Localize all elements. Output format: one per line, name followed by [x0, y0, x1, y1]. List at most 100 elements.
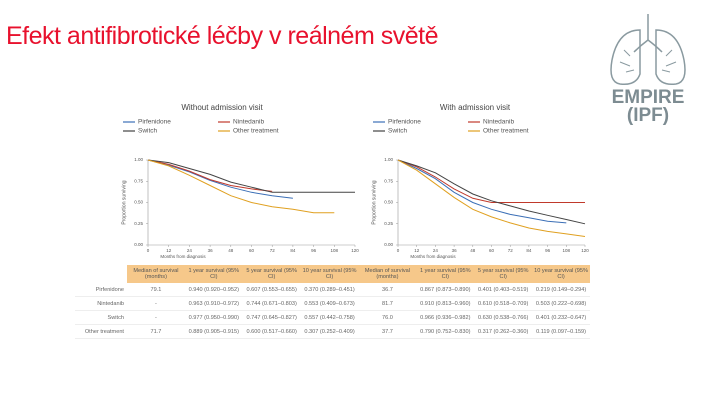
table-cell: 5 year survival (95% CI): [474, 265, 533, 283]
table-cell: 0.867 (0.873–0.890): [416, 283, 475, 297]
table-cell: 5 year survival (95% CI): [242, 265, 301, 283]
table-cell: 0.219 (0.149–0.294): [532, 283, 590, 297]
table-cell: 0.889 (0.905–0.915): [184, 324, 243, 339]
survival-line: [397, 159, 585, 203]
table-cell: 1 year survival (95% CI): [184, 265, 243, 283]
table-cell: 0.307 (0.252–0.409): [300, 324, 359, 339]
table-cell: Switch: [75, 310, 127, 325]
table-row: Switch -0.977 (0.950–0.990) 0.747 (0.645–0…: [75, 310, 590, 325]
table-cell: 0.963 (0.910–0.972): [184, 296, 243, 311]
y-tick-label: 0.25: [134, 221, 143, 226]
chart-title: Without admission visit: [181, 103, 263, 112]
table-cell: 81.7: [358, 296, 417, 311]
survival-line: [147, 159, 335, 214]
slide-title: Efekt antifibrotické léčby v reálném svě…: [6, 22, 438, 50]
chart-title: With admission visit: [440, 103, 511, 112]
x-tick-label: 12: [166, 248, 172, 253]
table-cell: Median of survival (months): [358, 265, 417, 283]
y-tick-label: 0.00: [384, 242, 393, 247]
table-header: Median of survival (months) 1 year surviv…: [75, 265, 590, 283]
table-cell: 0.910 (0.813–0.960): [416, 296, 475, 311]
x-tick-label: 36: [452, 248, 458, 253]
y-tick-label: 0.75: [384, 178, 393, 183]
table-cell: 0.744 (0.671–0.803): [242, 296, 301, 311]
x-tick-label: 72: [270, 248, 276, 253]
y-tick-label: 0.25: [384, 221, 393, 226]
logo-text: (IPF): [627, 105, 669, 126]
legend-label: Switch: [388, 128, 408, 135]
legend-label: Other treatment: [483, 128, 529, 135]
table-cell: 0.401 (0.403–0.519): [474, 283, 533, 297]
table-cell: 10 year survival (95% CI): [300, 265, 359, 283]
table-cell: Median of survival (months): [127, 265, 185, 283]
x-tick-label: 108: [563, 248, 571, 253]
table-row: Other treatment 71.7 0.889 (0.905–0.915) 0.…: [75, 324, 590, 339]
table-cell: 0.940 (0.920–0.952): [184, 283, 243, 297]
logo-icon: [610, 14, 686, 86]
table-cell: 0.630 (0.538–0.766): [474, 310, 533, 325]
logo-text: EMPIRE: [612, 87, 685, 108]
x-tick-label: 60: [249, 248, 255, 253]
table-cell: 0.977 (0.950–0.990): [184, 310, 243, 325]
table-cell: 0.790 (0.752–0.830): [416, 324, 475, 339]
y-tick-label: 0.75: [134, 178, 143, 183]
table-cell: 0.610 (0.518–0.709): [474, 296, 533, 311]
x-tick-label: 0: [397, 248, 400, 253]
legend-label: Switch: [138, 128, 158, 135]
x-tick-label: 12: [414, 248, 420, 253]
x-tick-label: 120: [351, 248, 359, 253]
survival-line: [147, 159, 355, 193]
table-cell: 10 year survival (95% CI): [532, 265, 590, 283]
survival-line: [397, 159, 586, 237]
x-tick-label: 60: [489, 248, 495, 253]
x-axis-label: Months from diagnosis: [160, 254, 206, 259]
table-cell: 71.7: [127, 324, 185, 339]
x-tick-label: 36: [208, 248, 214, 253]
table-cell: 37.7: [358, 324, 417, 339]
x-tick-label: 84: [290, 248, 296, 253]
table-cell: -: [127, 310, 185, 325]
table-cell: 0.966 (0.936–0.982): [416, 310, 475, 325]
table-cell: Other treatment: [75, 324, 127, 339]
x-tick-label: 48: [228, 248, 234, 253]
table-cell: [75, 265, 127, 283]
table-cell: Pirfenidone: [75, 283, 127, 297]
legend-label: Pirfenidone: [138, 119, 171, 126]
table-cell: -: [127, 296, 185, 311]
legend-label: Other treatment: [233, 128, 279, 135]
y-tick-label: 0.00: [134, 242, 143, 247]
y-tick-label: 0.50: [384, 200, 393, 205]
legend-label: Pirfenidone: [388, 119, 421, 126]
table-cell: 0.370 (0.289–0.451): [300, 283, 359, 297]
table-cell: 0.503 (0.222–0.698): [532, 296, 590, 311]
survival-line: [397, 159, 586, 225]
survival-line: [397, 159, 567, 224]
survival-table: Median of survival (months) 1 year surviv…: [75, 265, 590, 339]
table-cell: 76.0: [358, 310, 417, 325]
x-tick-label: 48: [470, 248, 476, 253]
y-axis-label: Proportion surviving: [121, 180, 127, 224]
table-row: Pirfenidone 79.1 0.940 (0.920–0.952) 0.607 …: [75, 283, 590, 297]
survival-line: [147, 159, 293, 199]
legend-label: Nintedanib: [233, 119, 264, 126]
legend-label: Nintedanib: [483, 119, 514, 126]
x-tick-label: 72: [508, 248, 514, 253]
table-cell: 79.1: [127, 283, 185, 297]
y-tick-label: 1.00: [384, 157, 393, 162]
x-tick-label: 96: [311, 248, 317, 253]
table-cell: 1 year survival (95% CI): [416, 265, 475, 283]
y-tick-label: 1.00: [134, 157, 143, 162]
x-tick-label: 24: [187, 248, 193, 253]
table-cell: Nintedanib: [75, 296, 127, 311]
table-cell: 0.553 (0.409–0.673): [300, 296, 359, 311]
table-row: Nintedanib -0.963 (0.910–0.972) 0.744 (0.6…: [75, 296, 590, 311]
table-cell: 0.600 (0.517–0.660): [242, 324, 301, 339]
x-tick-label: 96: [545, 248, 551, 253]
table-cell: 0.557 (0.442–0.758): [300, 310, 359, 325]
x-axis-label: Months from diagnosis: [410, 254, 456, 259]
x-tick-label: 120: [581, 248, 589, 253]
y-tick-label: 0.50: [134, 200, 143, 205]
table-cell: 0.747 (0.645–0.827): [242, 310, 301, 325]
